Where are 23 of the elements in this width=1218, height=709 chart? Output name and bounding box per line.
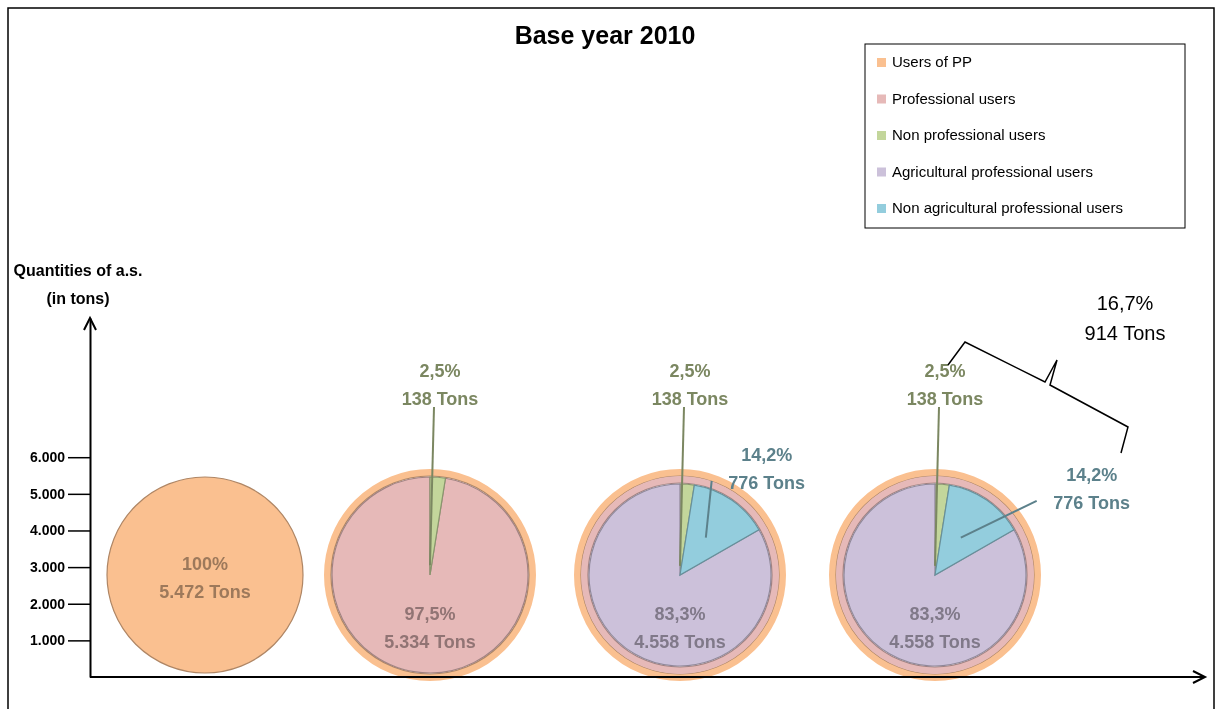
data-label: 83,3% 4.558 Tons	[634, 604, 726, 652]
legend-label: Non agricultural professional users	[892, 199, 1123, 216]
legend-label: Users of PP	[892, 53, 973, 70]
data-label: 14,2% 776 Tons	[728, 444, 806, 493]
y-tick-label: 6.000	[29, 449, 66, 466]
y-tick-label: 3.000	[29, 559, 66, 576]
data-label: 2,5% 138 Tons	[651, 361, 729, 409]
data-label: 14,2% 776 Tons	[1053, 464, 1131, 513]
annotation: 16,7% 914 Tons	[1084, 292, 1166, 344]
legend-label: Professional users	[892, 89, 1016, 107]
legend-label: Non professional users	[892, 126, 1046, 143]
data-label: 2,5% 138 Tons	[401, 361, 479, 409]
data-label: 100% 5.472 Tons	[159, 554, 251, 602]
data-label: 83,3% 4.558 Tons	[889, 604, 981, 652]
chart-title: Base year 2010	[514, 21, 696, 49]
y-tick-label: 2.000	[29, 595, 66, 612]
y-tick-label: 4.000	[29, 522, 66, 539]
legend-label: Agricultural professional users	[892, 162, 1093, 180]
data-label: 2,5% 138 Tons	[906, 361, 984, 409]
y-axis-title: Quantities of a.s. (in tons)	[13, 262, 143, 307]
y-tick-label: 5.000	[29, 485, 66, 502]
data-label: 97,5% 5.334 Tons	[384, 604, 476, 652]
y-tick-label: 1.000	[29, 632, 66, 649]
